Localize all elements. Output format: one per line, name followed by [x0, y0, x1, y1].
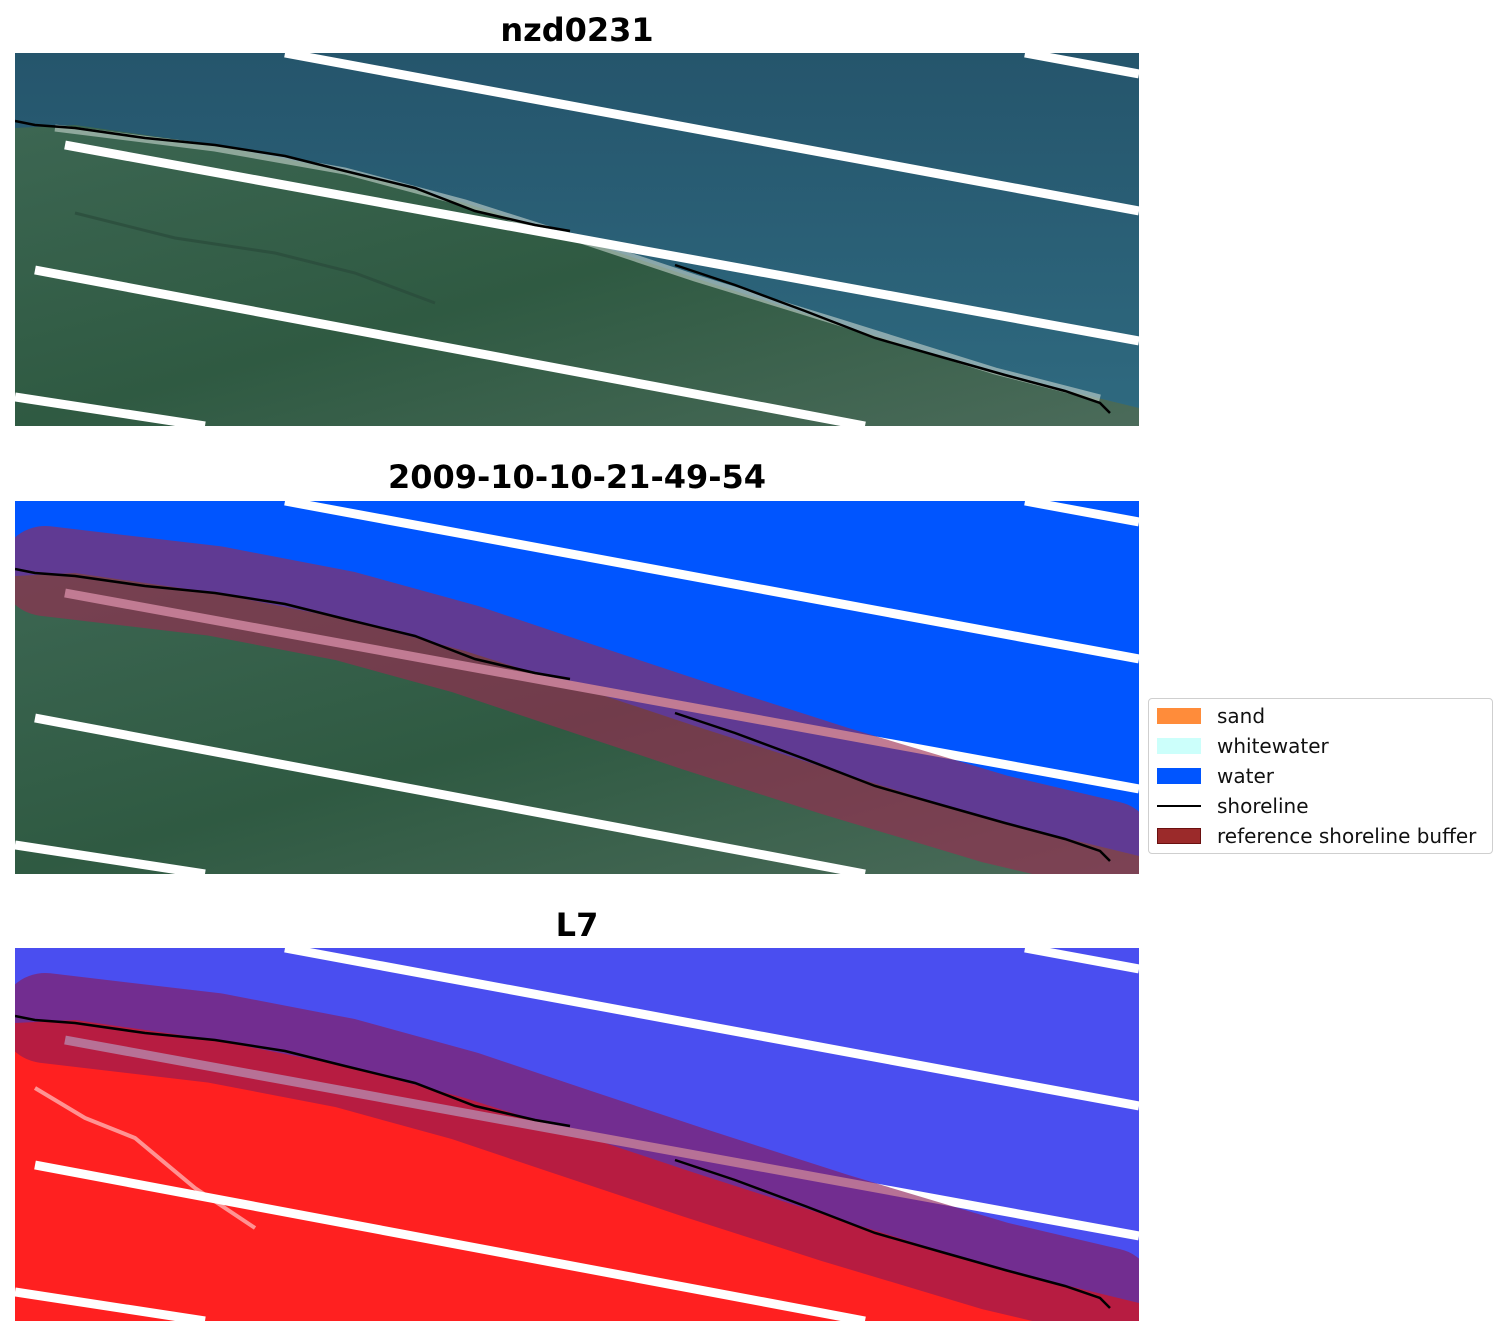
classified-image: [15, 501, 1139, 874]
legend-swatch-sand: [1157, 708, 1201, 724]
legend-item-whitewater: whitewater: [1157, 731, 1329, 761]
shoreline: [674, 263, 1111, 414]
legend-swatch-whitewater: [1157, 738, 1201, 754]
rgb-image: [15, 53, 1139, 426]
legend-line-shoreline: [1157, 805, 1201, 807]
legend-label-sand: sand: [1217, 704, 1266, 728]
legend-item-reference-buffer: reference shoreline buffer: [1157, 821, 1476, 851]
legend-swatch-water: [1157, 768, 1201, 784]
legend-label-water: water: [1217, 764, 1274, 788]
legend-swatch-reference-buffer: [1157, 828, 1201, 844]
shoreline: [674, 1158, 1111, 1309]
panel-title-index: L7: [555, 906, 599, 944]
river-channel: [74, 211, 436, 305]
shoreline: [674, 711, 1111, 862]
legend-label-whitewater: whitewater: [1217, 734, 1329, 758]
panel-title-rgb: nzd0231: [500, 11, 654, 49]
legend-label-shoreline: shoreline: [1217, 794, 1309, 818]
legend-label-reference-buffer: reference shoreline buffer: [1217, 824, 1477, 848]
legend-item-water: water: [1157, 761, 1274, 791]
shoreline: [15, 119, 571, 233]
land-area: [15, 125, 1139, 426]
panel-title-classified: 2009-10-10-21-49-54: [387, 458, 767, 496]
legend: sand whitewater water shoreline referenc…: [1148, 698, 1493, 854]
index-image-panel: [15, 948, 1139, 1321]
legend-item-shoreline: shoreline: [1157, 791, 1309, 821]
shoreline: [15, 1014, 571, 1128]
scan-gaps: [15, 53, 1139, 426]
shoreline: [15, 567, 571, 681]
rgb-image-panel: [15, 53, 1139, 426]
index-image: [15, 948, 1139, 1321]
legend-item-sand: sand: [1157, 701, 1265, 731]
classified-image-panel: [15, 501, 1139, 874]
